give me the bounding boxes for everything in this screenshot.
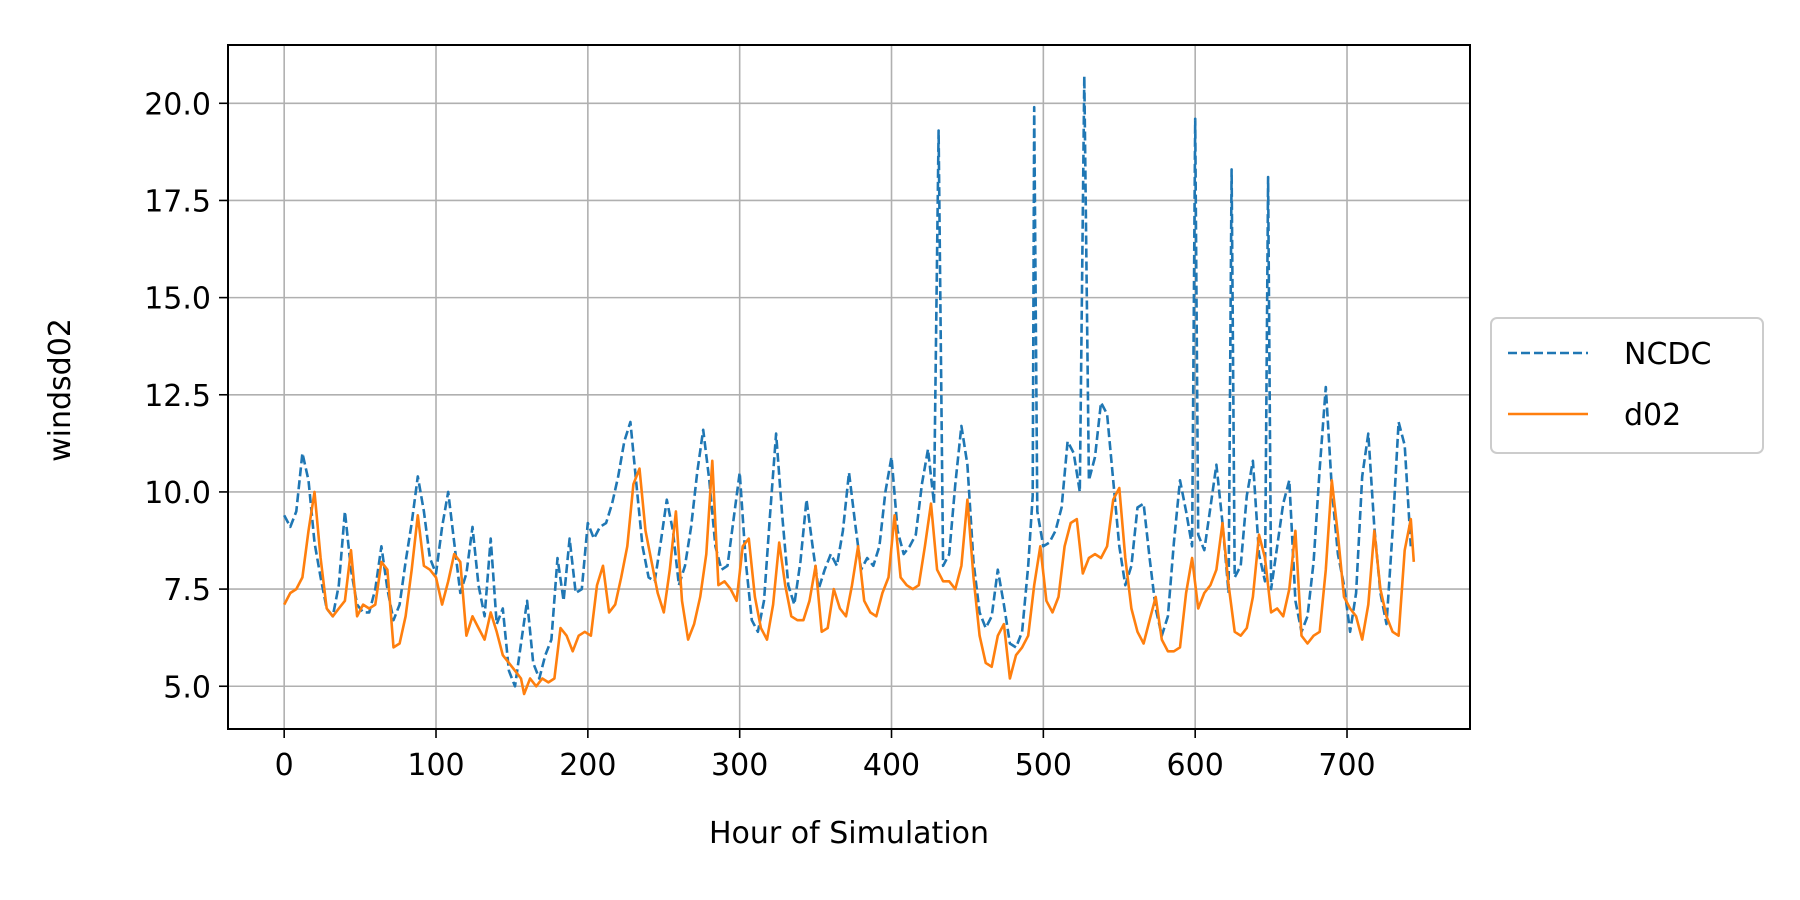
y-tick-label: 10.0 [144, 476, 211, 511]
axis-ticks: 0 100 200 300 400 500 600 700 5.0 7.5 10.0 12.5 15.0… [144, 87, 1375, 783]
y-tick-label: 5.0 [163, 670, 211, 705]
y-axis-label: windsd02 [43, 318, 78, 462]
x-tick-label: 400 [863, 748, 920, 783]
plot-frame [227, 44, 1471, 730]
x-tick-label: 200 [559, 748, 616, 783]
x-tick-label: 0 [275, 748, 294, 783]
x-tick-label: 700 [1318, 748, 1375, 783]
series-line-ncdc [283, 74, 1413, 688]
y-tick-label: 17.5 [144, 184, 211, 219]
y-tick-label: 20.0 [144, 87, 211, 122]
legend-label-ncdc: NCDC [1624, 337, 1711, 372]
y-tick-label: 12.5 [144, 379, 211, 414]
x-tick-label: 500 [1015, 748, 1072, 783]
y-tick-label: 15.0 [144, 282, 211, 317]
series-layer [283, 74, 1416, 696]
legend: NCDC d02 [1490, 317, 1764, 454]
legend-label-d02: d02 [1624, 398, 1681, 433]
x-axis-label: Hour of Simulation [709, 816, 989, 851]
legend-frame [1490, 317, 1764, 454]
x-tick-label: 600 [1167, 748, 1224, 783]
grid [228, 45, 1470, 729]
x-tick-label: 300 [711, 748, 768, 783]
y-tick-label: 7.5 [163, 573, 211, 608]
series-line-d02 [283, 459, 1416, 696]
x-tick-label: 100 [407, 748, 464, 783]
